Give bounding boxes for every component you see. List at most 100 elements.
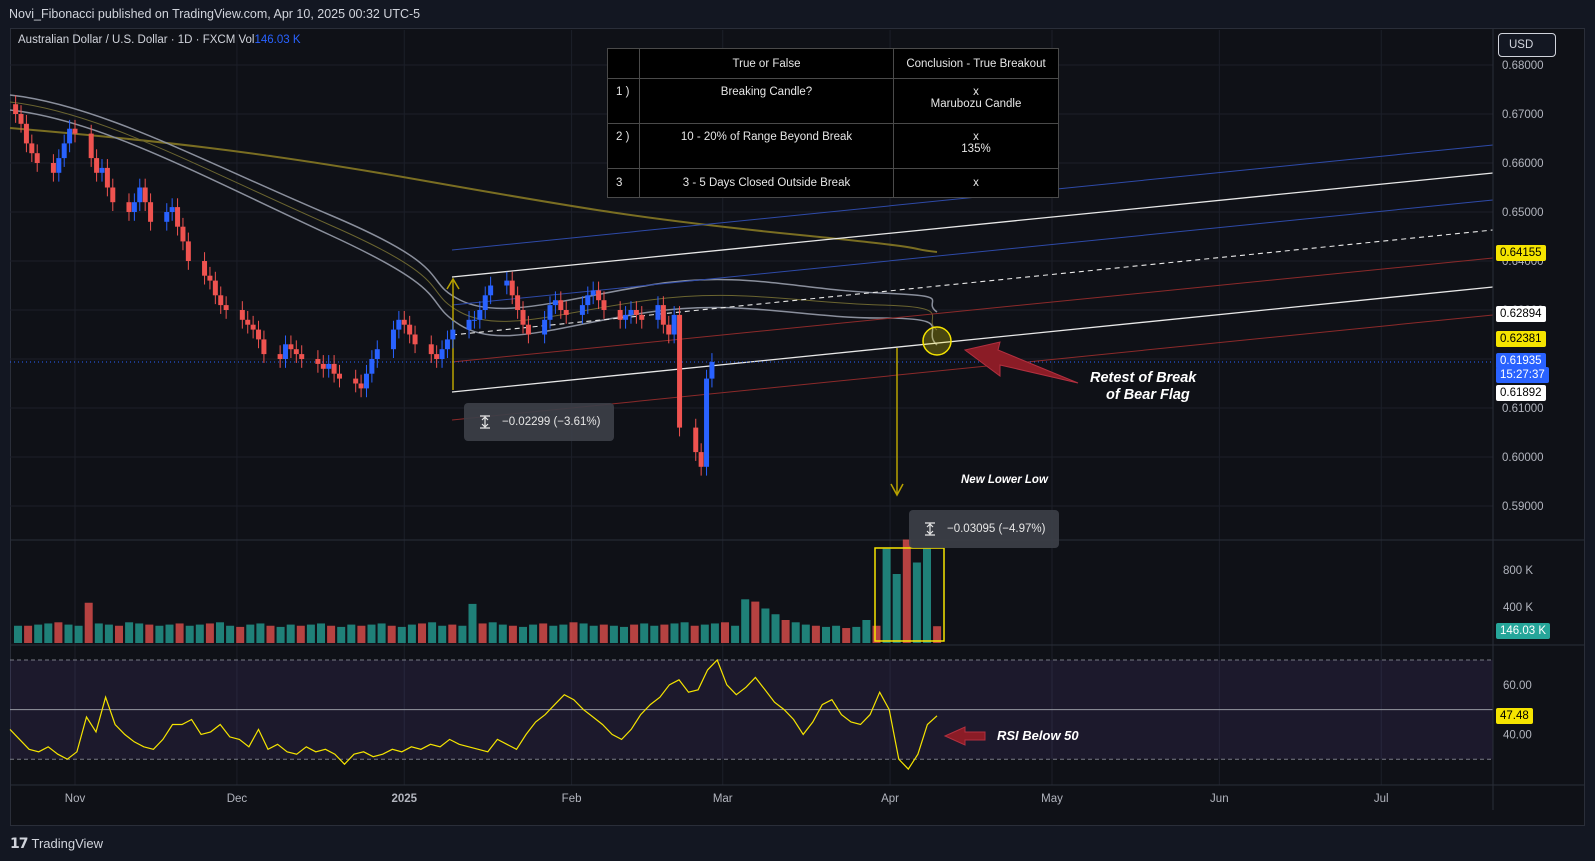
volume-bar bbox=[882, 548, 891, 643]
tradingview-logo[interactable]: 𝟭𝟳 TradingView bbox=[10, 835, 103, 852]
time-tick-label: Feb bbox=[562, 793, 582, 805]
volume-bar bbox=[165, 624, 174, 643]
ema-lower-line bbox=[9, 109, 938, 346]
time-tick-label: Jul bbox=[1374, 793, 1389, 805]
candle-body bbox=[660, 305, 666, 325]
candle-body bbox=[94, 158, 100, 173]
candle-body bbox=[563, 310, 569, 315]
candle-body bbox=[245, 319, 251, 325]
volume-bar bbox=[14, 625, 22, 643]
grid bbox=[10, 30, 1493, 785]
candle-body bbox=[477, 310, 483, 320]
channel-mid-red bbox=[451, 257, 1494, 363]
candle-body bbox=[520, 310, 526, 325]
volume-bar bbox=[508, 625, 517, 643]
candle-body bbox=[558, 300, 564, 310]
candle-body bbox=[223, 305, 229, 310]
candle-body bbox=[315, 359, 321, 364]
volume-bar bbox=[912, 562, 921, 643]
candle-body bbox=[407, 324, 413, 335]
ema-upper-line bbox=[9, 94, 938, 313]
volume-bar bbox=[34, 624, 43, 643]
row-result: x bbox=[973, 131, 979, 143]
channel-lower-white bbox=[451, 286, 1494, 393]
currency-button[interactable]: USD bbox=[1498, 33, 1556, 57]
volume-bar bbox=[397, 626, 406, 643]
time-tick-label: Mar bbox=[713, 793, 733, 805]
measure-box-breakout[interactable]: −0.03095 (−4.97%) bbox=[909, 510, 1059, 548]
volume-bar bbox=[751, 601, 760, 643]
volume-bar bbox=[327, 625, 336, 643]
volume-bar bbox=[721, 622, 729, 643]
row-detail: 135% bbox=[961, 143, 991, 155]
symbol-legend[interactable]: Australian Dollar / U.S. Dollar · 1D · F… bbox=[18, 34, 301, 46]
volume-bar bbox=[801, 624, 810, 643]
volume-bar bbox=[569, 622, 578, 643]
volume-bar bbox=[296, 625, 305, 643]
volume-highlight-box bbox=[874, 547, 945, 642]
candle-body bbox=[72, 128, 78, 134]
volume-bar bbox=[74, 625, 83, 643]
candle-body bbox=[390, 329, 396, 350]
candle-body bbox=[428, 344, 434, 355]
price-tag: 15:27:37 bbox=[1496, 367, 1549, 383]
measure-value: −0.03095 (−4.97%) bbox=[947, 523, 1046, 535]
time-tick-label: Dec bbox=[227, 793, 248, 805]
channel-upper-white bbox=[451, 172, 1494, 278]
rsi-tick-label: 60.00 bbox=[1503, 680, 1532, 692]
volume-bar bbox=[185, 625, 194, 643]
rsi-arrow-icon bbox=[943, 726, 986, 746]
volume-bar bbox=[842, 628, 851, 643]
moving-averages bbox=[9, 94, 938, 346]
candle-body bbox=[67, 128, 73, 144]
candle-body bbox=[439, 349, 445, 359]
candle-body bbox=[596, 290, 602, 301]
volume-bar bbox=[791, 622, 800, 643]
row-criterion: 3 - 5 Days Closed Outside Break bbox=[639, 168, 894, 198]
publisher-line: Novi_Fibonacci published on TradingView.… bbox=[9, 7, 421, 21]
candle-body bbox=[639, 314, 645, 320]
footer-bar: 𝟭𝟳 TradingView bbox=[0, 826, 1595, 861]
volume-bar bbox=[115, 625, 123, 643]
volume-bar bbox=[609, 625, 618, 643]
volume-bars bbox=[14, 539, 945, 643]
price-tick-label: 0.66000 bbox=[1502, 158, 1544, 170]
candle-body bbox=[482, 295, 488, 310]
volume-bar bbox=[650, 625, 659, 643]
time-tick-label: May bbox=[1041, 793, 1063, 805]
volume-bar bbox=[892, 574, 901, 643]
symbol-title: Australian Dollar / U.S. Dollar · 1D · F… bbox=[18, 34, 236, 46]
candle-body bbox=[466, 319, 472, 330]
table-header-criteria: True or False bbox=[639, 48, 894, 79]
price-tag: 0.61935 bbox=[1496, 353, 1546, 369]
candle-body bbox=[175, 207, 181, 227]
candle-body bbox=[704, 378, 710, 467]
candle-body bbox=[358, 383, 364, 389]
volume-bar bbox=[347, 624, 356, 643]
candle-body bbox=[450, 329, 456, 340]
volume-bar bbox=[660, 624, 669, 643]
candle-body bbox=[336, 373, 342, 379]
rsi-tick-label: 40.00 bbox=[1503, 729, 1532, 741]
candle-body bbox=[363, 373, 369, 389]
volume-bar bbox=[862, 620, 871, 643]
volume-bar bbox=[771, 614, 780, 643]
candle-body bbox=[23, 123, 29, 144]
pane-separators bbox=[10, 539, 1585, 646]
candle-body bbox=[401, 319, 407, 325]
candle-body bbox=[547, 305, 553, 320]
volume-bar bbox=[549, 625, 558, 643]
channel-mid-blue bbox=[451, 199, 1494, 306]
volume-bar bbox=[700, 624, 709, 643]
candle-body bbox=[353, 378, 359, 384]
row-detail: Marubozu Candle bbox=[930, 98, 1022, 110]
publish-bar: Novi_Fibonacci published on TradingView.… bbox=[0, 0, 1595, 28]
row-number: 3 bbox=[607, 168, 640, 198]
volume-bar bbox=[690, 625, 699, 643]
measure-box-flag-pole[interactable]: −0.02299 (−3.61%) bbox=[464, 403, 614, 441]
volume-bar bbox=[630, 624, 639, 643]
channel-lower-red bbox=[451, 314, 1494, 421]
candle-body bbox=[212, 280, 218, 296]
price-tag: 0.62381 bbox=[1496, 331, 1546, 347]
